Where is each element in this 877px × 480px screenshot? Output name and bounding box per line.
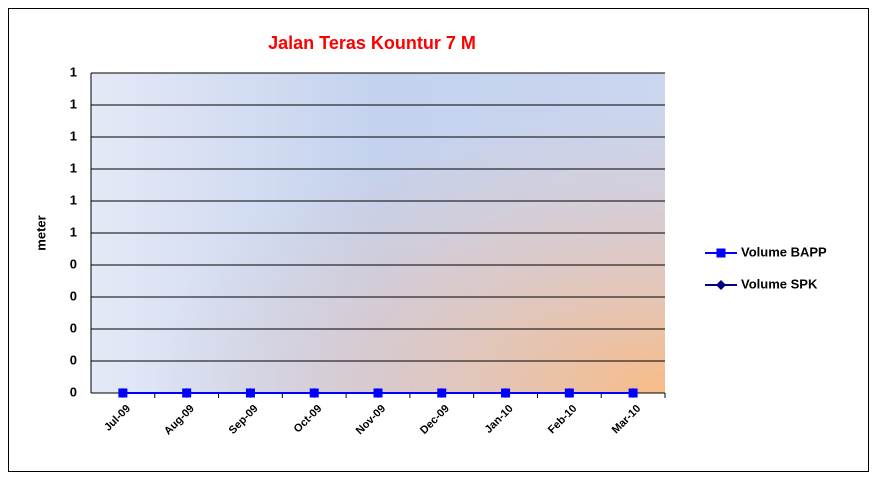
legend-label: Volume BAPP bbox=[741, 244, 827, 259]
y-tick-label: 0 bbox=[70, 352, 77, 367]
marker bbox=[245, 388, 255, 398]
y-tick-label: 1 bbox=[70, 224, 77, 239]
marker bbox=[373, 388, 383, 398]
y-tick-label: 0 bbox=[70, 320, 77, 335]
y-tick-label: 1 bbox=[70, 64, 77, 79]
chart-title: Jalan Teras Kountur 7 M bbox=[268, 33, 476, 53]
y-tick-label: 0 bbox=[70, 288, 77, 303]
y-tick-label: 0 bbox=[70, 384, 77, 399]
y-tick-label: 1 bbox=[70, 160, 77, 175]
marker bbox=[437, 388, 447, 398]
y-tick-label: 1 bbox=[70, 128, 77, 143]
y-tick-label: 1 bbox=[70, 192, 77, 207]
marker bbox=[501, 388, 511, 398]
marker bbox=[628, 388, 638, 398]
marker bbox=[564, 388, 574, 398]
legend-label: Volume SPK bbox=[741, 276, 818, 291]
legend-marker bbox=[716, 248, 726, 258]
marker bbox=[118, 388, 128, 398]
y-axis-label: meter bbox=[33, 215, 48, 250]
marker bbox=[182, 388, 192, 398]
marker bbox=[309, 388, 319, 398]
y-tick-label: 0 bbox=[70, 256, 77, 271]
y-tick-label: 1 bbox=[70, 96, 77, 111]
legend-marker bbox=[716, 280, 726, 290]
